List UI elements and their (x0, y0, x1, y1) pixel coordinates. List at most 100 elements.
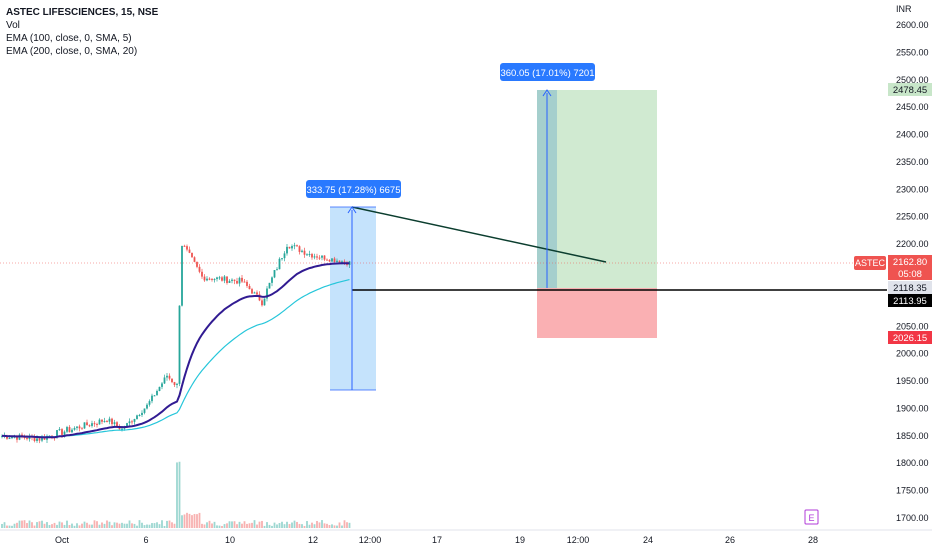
volume-bar (203, 524, 206, 528)
volume-bar (158, 524, 161, 528)
volume-bar (316, 520, 318, 528)
drawing-zones (330, 90, 657, 390)
candle-body (33, 436, 36, 441)
volume-bar (231, 521, 233, 528)
candle-body (256, 292, 258, 295)
y-tick-label: 2350.00 (896, 157, 929, 167)
candle-body (153, 395, 156, 397)
candle-body (281, 258, 283, 260)
volume-bar (298, 523, 301, 528)
volume-bar (211, 523, 213, 528)
measure-label-2[interactable]: 360.05 (17.01%) 7201 (500, 63, 595, 81)
candle-body (206, 278, 208, 281)
volume-bar (43, 523, 46, 528)
volume-bar (171, 522, 173, 528)
volume-bar (348, 522, 351, 528)
volume-bar (263, 525, 266, 528)
volume-bar (148, 524, 151, 528)
y-tick-label: 1900.00 (896, 403, 929, 413)
candle-body (286, 246, 288, 254)
y-tick-label: 2050.00 (896, 321, 929, 331)
ema-100-line (2, 262, 350, 439)
volume-bar (206, 522, 208, 528)
volume-bar (238, 521, 241, 528)
volume-bar (181, 515, 183, 528)
trendline[interactable] (351, 206, 607, 263)
volume-bar (66, 520, 68, 528)
volume-bar (8, 525, 11, 528)
volume-bar (216, 525, 218, 528)
volume-bar (121, 522, 123, 528)
candle-body (291, 246, 293, 249)
volume-bar (271, 525, 273, 528)
candle-body (186, 246, 188, 250)
volume-bar (178, 461, 181, 528)
earnings-event-marker[interactable]: E (804, 509, 819, 525)
candle-body (316, 256, 318, 258)
event-marker-text: E (808, 513, 814, 523)
measure-box-1[interactable] (330, 207, 376, 390)
x-tick-label: Oct (55, 535, 70, 545)
volume-bar (143, 525, 146, 528)
candle-body (58, 429, 61, 431)
candle-body (183, 245, 186, 247)
volume-bar (101, 522, 103, 528)
candle-body (331, 258, 333, 262)
candle-body (103, 421, 106, 423)
candle-body (211, 278, 213, 280)
candle-body (66, 427, 68, 432)
candle-body (176, 383, 178, 385)
candle-body (213, 279, 216, 281)
volume-bar (21, 520, 23, 528)
last-price-text: 2162.80 (893, 257, 927, 268)
volume-bar (156, 522, 158, 528)
candle-body (273, 270, 276, 278)
candle-body (191, 252, 193, 258)
candle-body (341, 261, 343, 263)
candle-body (178, 305, 181, 384)
candle-body (293, 245, 296, 247)
legend-ema-100[interactable]: EMA (100, close, 0, SMA, 5) (6, 33, 132, 44)
volume-bar (346, 522, 348, 528)
volume-bar (166, 520, 168, 528)
y-tick-label: 2550.00 (896, 47, 929, 57)
long-stop-zone[interactable] (537, 288, 657, 338)
candle-body (321, 255, 323, 258)
legend-volume[interactable]: Vol (6, 20, 20, 31)
volume-bar (86, 522, 88, 528)
candle-body (38, 438, 41, 441)
volume-bar (168, 520, 171, 528)
volume-bar (291, 522, 293, 528)
candle-body (301, 250, 303, 252)
x-tick-label: 12:00 (567, 535, 590, 545)
candle-body (11, 436, 13, 439)
volume-bar (281, 521, 283, 528)
volume-bar (31, 522, 33, 528)
candle-body (126, 423, 128, 428)
volume-bar (91, 524, 93, 528)
time-axis[interactable]: Oct 6 10 12 12:00 17 19 12:00 24 26 28 (0, 529, 932, 545)
candle-body (276, 269, 278, 271)
candle-body (68, 427, 71, 433)
volume-bar (108, 521, 111, 528)
volume-bar (133, 523, 136, 528)
candle-body (83, 422, 86, 429)
candle-body (81, 428, 83, 430)
candle-body (141, 412, 143, 416)
volume-bar (233, 521, 236, 528)
volume-bar (33, 525, 36, 528)
x-tick-label: 6 (143, 535, 148, 545)
last-price-tag: 2162.80 05:08 (888, 255, 932, 280)
volume-bar (306, 521, 308, 528)
volume-bar (288, 524, 291, 528)
candle-body (171, 378, 173, 383)
candle-body (71, 429, 73, 433)
legend-ema-200[interactable]: EMA (200, close, 0, SMA, 20) (6, 46, 138, 57)
volume-bar (153, 523, 156, 528)
volume-bar (328, 525, 331, 528)
candle-body (146, 404, 148, 409)
volume-bar (276, 524, 278, 528)
legend-title[interactable]: ASTEC LIFESCIENCES, 15, NSE (6, 7, 159, 18)
measure-label-1[interactable]: 333.75 (17.28%) 6675 (306, 180, 401, 198)
